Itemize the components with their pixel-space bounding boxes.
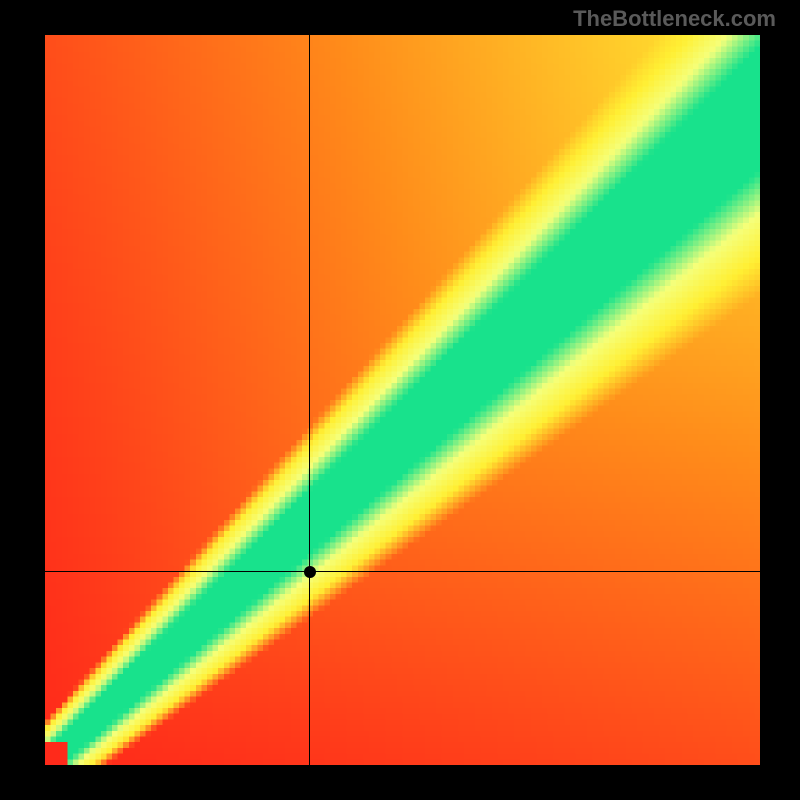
chart-frame: TheBottleneck.com — [0, 0, 800, 800]
bottleneck-heatmap — [45, 35, 760, 765]
crosshair-horizontal-line — [45, 571, 760, 572]
crosshair-marker-dot — [304, 566, 316, 578]
watermark-text: TheBottleneck.com — [573, 6, 776, 32]
crosshair-vertical-line — [309, 35, 310, 765]
